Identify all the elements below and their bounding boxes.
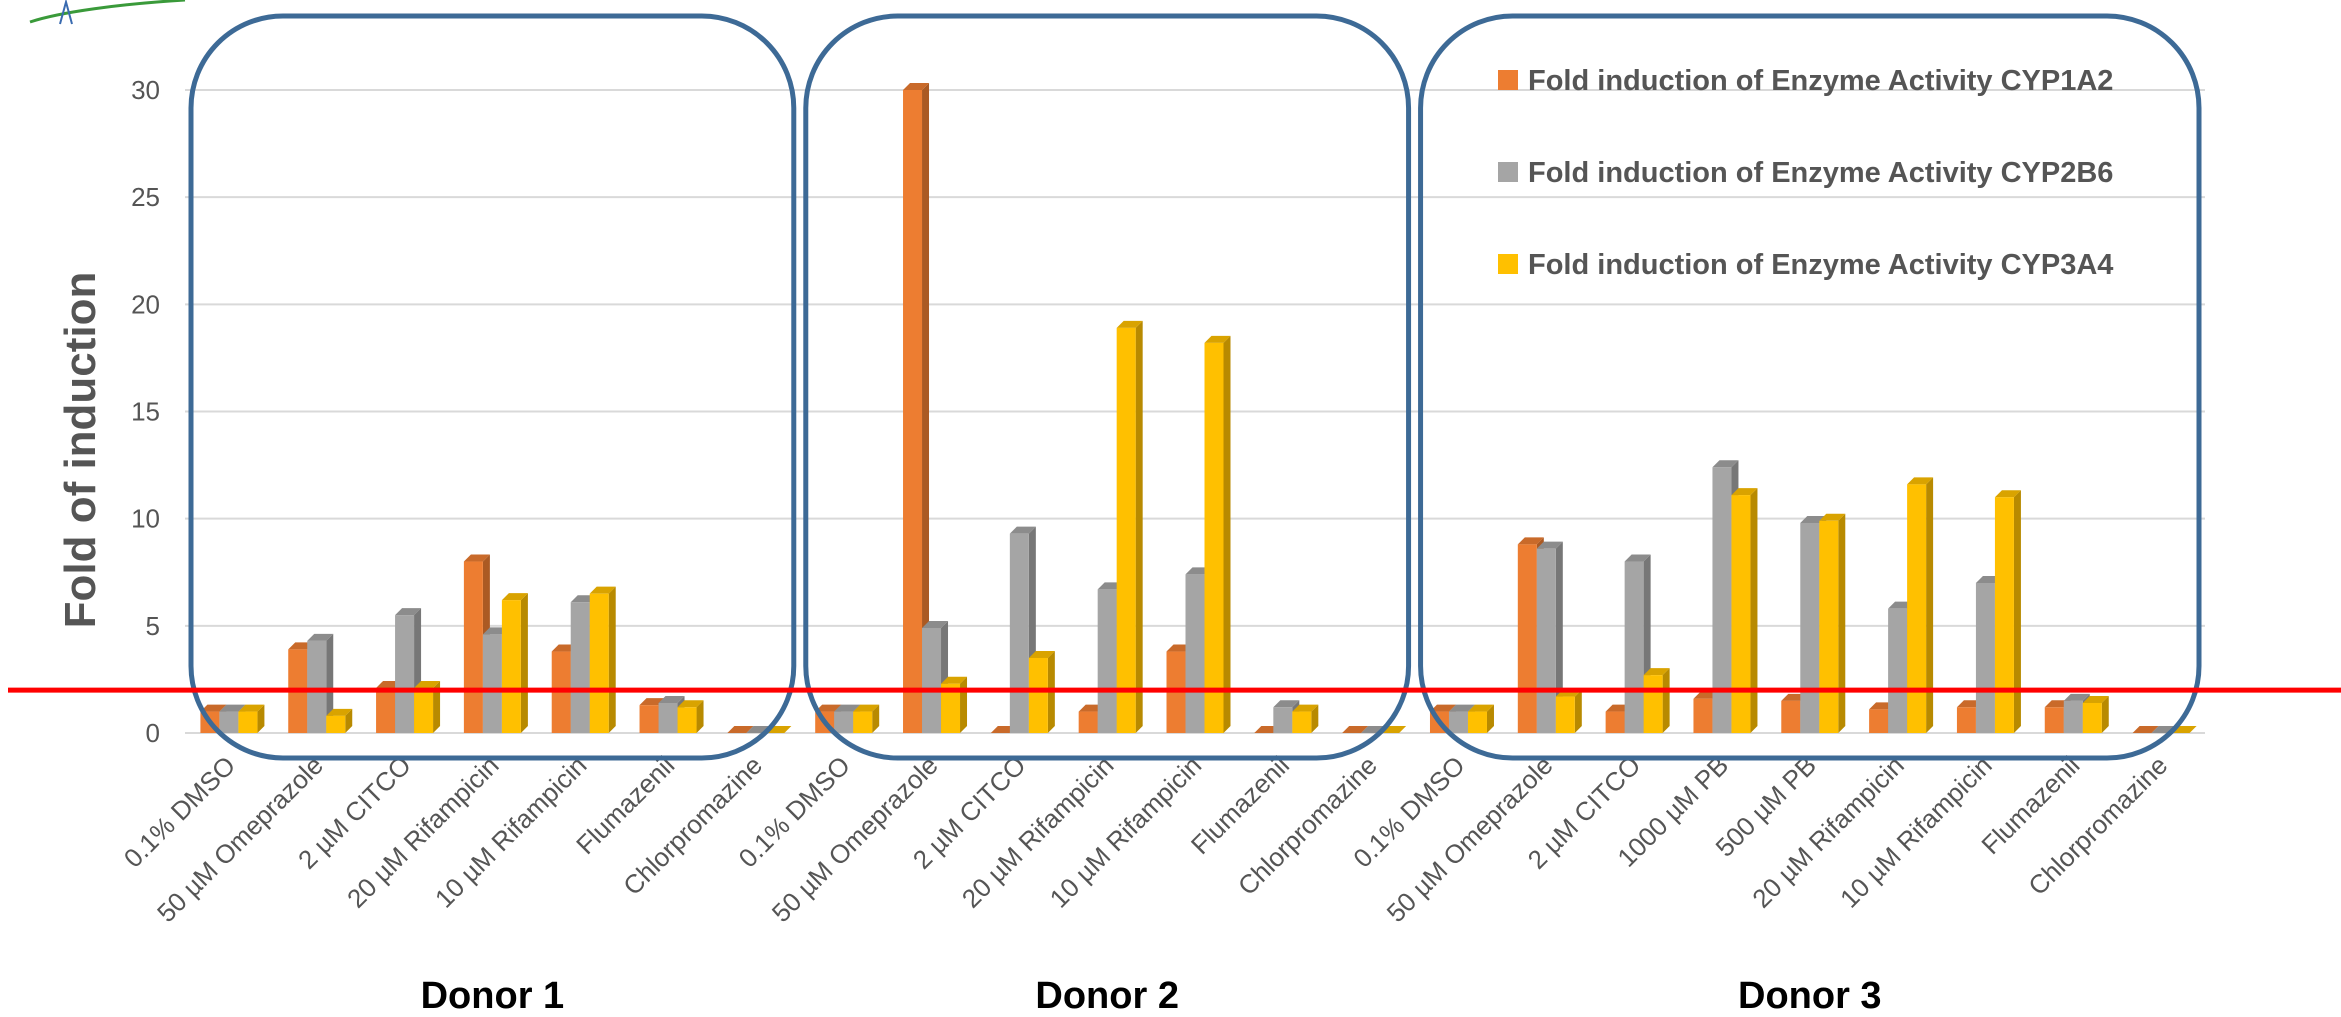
y-tick-label: 10 xyxy=(131,504,160,534)
donor-group-boxes xyxy=(188,13,2202,761)
logo-fragment xyxy=(29,0,186,24)
bar xyxy=(1643,668,1670,733)
y-axis-label: Fold of induction xyxy=(56,272,105,629)
category-label: 50 µM Omeprazole xyxy=(151,750,329,928)
category-label: 50 µM Omeprazole xyxy=(1381,750,1559,928)
bar xyxy=(2132,726,2159,733)
bar xyxy=(903,83,930,733)
donor-group-labels: Donor 1 Donor 2 Donor 3 xyxy=(421,975,1882,1017)
bar xyxy=(589,586,616,733)
bar xyxy=(1116,320,1143,733)
legend-label: Fold induction of Enzyme Activity CYP2B6 xyxy=(1528,157,2113,189)
y-tick-label: 0 xyxy=(146,718,160,748)
logo-fragment-a xyxy=(59,0,73,25)
bars xyxy=(200,83,2197,733)
y-tick-label: 25 xyxy=(131,182,160,212)
bar xyxy=(326,708,353,733)
category-label: 20 µM Rifampicin xyxy=(956,750,1120,914)
bar xyxy=(307,633,334,733)
bar xyxy=(1731,488,1758,733)
bar xyxy=(2082,695,2109,733)
bar xyxy=(1994,490,2021,733)
bar xyxy=(1028,650,1055,733)
category-label: 10 µM Rifampicin xyxy=(429,750,593,914)
legend-swatch xyxy=(1498,254,1518,274)
y-tick-label: 30 xyxy=(131,75,160,105)
category-label: 20 µM Rifampicin xyxy=(1746,750,1910,914)
legend-item: Fold induction of Enzyme Activity CYP3A4 xyxy=(1498,249,2113,281)
legend-swatch xyxy=(1498,162,1518,182)
donor-group-label: Donor 2 xyxy=(1035,975,1179,1017)
bar xyxy=(414,680,441,733)
donor-group-box xyxy=(803,13,1412,761)
y-tick-label: 20 xyxy=(131,289,160,319)
bar xyxy=(1467,704,1494,733)
y-tick-label: 15 xyxy=(131,397,160,427)
y-tick-label: 5 xyxy=(146,611,160,641)
bar xyxy=(1907,477,1934,733)
legend-label: Fold induction of Enzyme Activity CYP1A2 xyxy=(1528,65,2113,97)
legend-swatch xyxy=(1498,70,1518,90)
bar xyxy=(1536,541,1563,733)
donor-group-label: Donor 1 xyxy=(421,975,565,1017)
donor-group-label: Donor 3 xyxy=(1738,975,1882,1017)
bar xyxy=(853,704,880,733)
bar xyxy=(727,726,754,733)
legend: Fold induction of Enzyme Activity CYP1A2… xyxy=(1498,65,2113,281)
legend-item: Fold induction of Enzyme Activity CYP2B6 xyxy=(1498,157,2113,189)
y-axis-ticks: 0 5 10 15 20 25 30 xyxy=(131,75,160,748)
category-label: 10 µM Rifampicin xyxy=(1044,750,1208,914)
bar xyxy=(238,704,265,733)
bar xyxy=(1555,689,1582,733)
bar xyxy=(1819,513,1846,733)
donor-group-box xyxy=(1418,13,2202,761)
bar xyxy=(941,676,968,733)
legend-label: Fold induction of Enzyme Activity CYP3A4 xyxy=(1528,249,2113,281)
donor-group-box xyxy=(188,13,797,761)
bar xyxy=(1342,726,1369,733)
bar xyxy=(677,700,704,733)
bar xyxy=(1204,335,1231,733)
category-label: 10 µM Rifampicin xyxy=(1834,750,1998,914)
bar xyxy=(501,593,528,733)
legend-item: Fold induction of Enzyme Activity CYP1A2 xyxy=(1498,65,2113,97)
category-label: 20 µM Rifampicin xyxy=(341,750,505,914)
category-label: 50 µM Omeprazole xyxy=(766,750,944,928)
bar xyxy=(1292,704,1319,733)
